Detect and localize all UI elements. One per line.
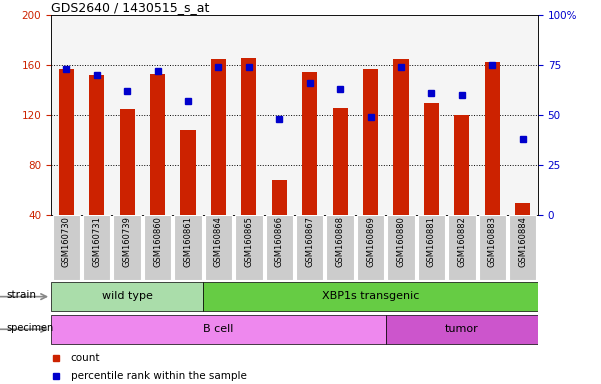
Text: GSM160730: GSM160730	[62, 216, 71, 267]
Bar	[114, 215, 141, 280]
Text: percentile rank within the sample: percentile rank within the sample	[70, 371, 246, 381]
Bar	[448, 215, 475, 280]
Bar	[51, 282, 203, 311]
Bar	[150, 74, 165, 215]
Bar	[357, 215, 384, 280]
Text: wild type: wild type	[102, 291, 153, 301]
Bar	[302, 71, 317, 215]
Text: GSM160868: GSM160868	[335, 216, 344, 267]
Bar	[144, 215, 171, 280]
Bar	[53, 215, 80, 280]
Text: GSM160865: GSM160865	[245, 216, 254, 267]
Text: GSM160883: GSM160883	[488, 216, 497, 267]
Bar	[454, 115, 469, 215]
Bar	[326, 215, 354, 280]
Bar	[266, 215, 293, 280]
Text: GDS2640 / 1430515_s_at: GDS2640 / 1430515_s_at	[51, 1, 210, 14]
Bar	[418, 215, 445, 280]
Bar	[296, 215, 323, 280]
Bar	[89, 75, 105, 215]
Bar	[83, 215, 111, 280]
Bar	[174, 215, 202, 280]
Bar	[272, 180, 287, 215]
Bar	[363, 69, 378, 215]
Bar	[203, 282, 538, 311]
Bar	[332, 108, 348, 215]
Text: specimen: specimen	[6, 323, 53, 333]
Bar	[387, 215, 415, 280]
Bar	[424, 103, 439, 215]
Bar	[180, 130, 195, 215]
Text: GSM160884: GSM160884	[518, 216, 527, 267]
Text: GSM160882: GSM160882	[457, 216, 466, 267]
Text: GSM160880: GSM160880	[397, 216, 406, 267]
Bar	[205, 215, 232, 280]
Text: GSM160869: GSM160869	[366, 216, 375, 267]
Bar	[235, 215, 263, 280]
Bar	[120, 109, 135, 215]
Bar	[241, 58, 257, 215]
Bar	[211, 59, 226, 215]
Bar	[478, 215, 506, 280]
Bar	[51, 314, 386, 344]
Text: GSM160731: GSM160731	[92, 216, 101, 267]
Text: GSM160861: GSM160861	[183, 216, 192, 267]
Text: tumor: tumor	[445, 324, 479, 334]
Text: strain: strain	[6, 290, 36, 300]
Text: GSM160860: GSM160860	[153, 216, 162, 267]
Text: B cell: B cell	[203, 324, 234, 334]
Bar	[394, 59, 409, 215]
Bar	[484, 61, 500, 215]
Text: GSM160739: GSM160739	[123, 216, 132, 267]
Text: GSM160866: GSM160866	[275, 216, 284, 267]
Text: GSM160867: GSM160867	[305, 216, 314, 267]
Bar	[509, 215, 536, 280]
Bar	[386, 314, 538, 344]
Text: GSM160881: GSM160881	[427, 216, 436, 267]
Text: GSM160864: GSM160864	[214, 216, 223, 267]
Bar	[59, 69, 74, 215]
Text: count: count	[70, 353, 100, 362]
Bar	[515, 203, 530, 215]
Text: XBP1s transgenic: XBP1s transgenic	[322, 291, 419, 301]
